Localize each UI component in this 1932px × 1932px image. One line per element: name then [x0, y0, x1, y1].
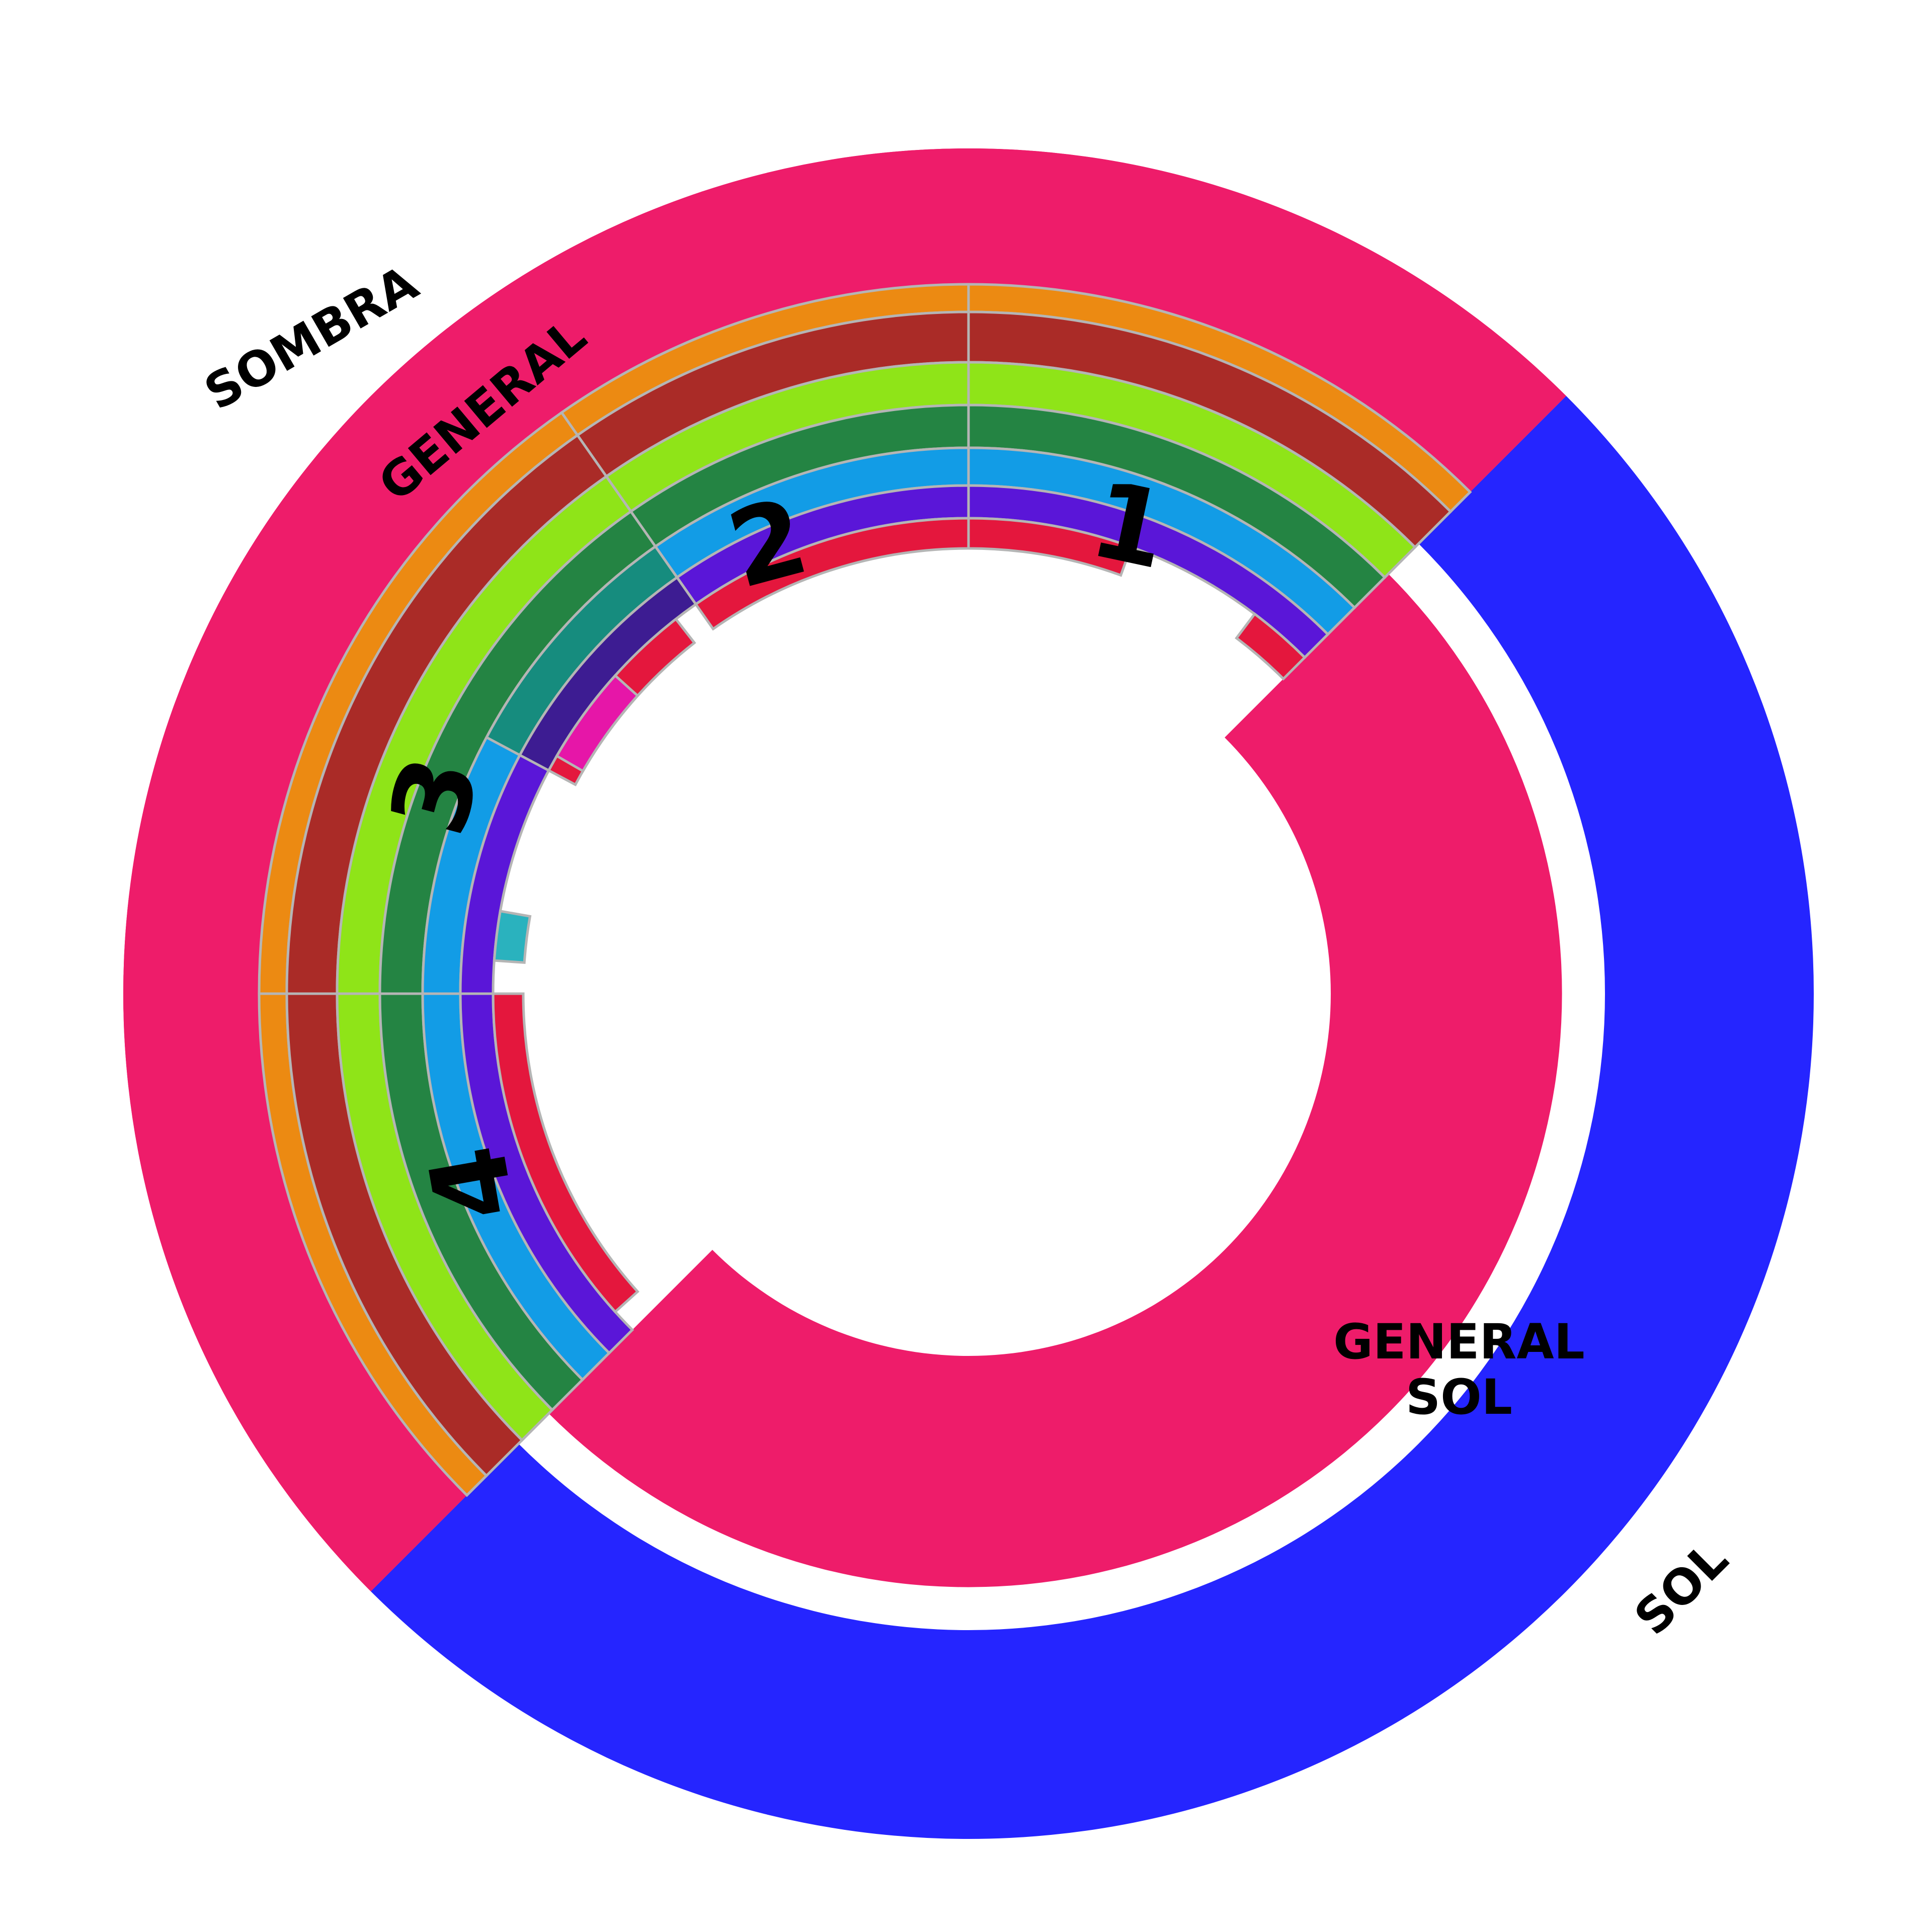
rows-layer — [258, 283, 1472, 1497]
section-1-row-red-fragment[interactable] — [1235, 612, 1307, 681]
section-3-row-magenta[interactable] — [555, 674, 639, 773]
section-4-row-red[interactable] — [492, 992, 639, 1314]
section-3-row-cyan[interactable] — [493, 910, 532, 964]
zone-label-sol: SOL — [1624, 1531, 1739, 1646]
arena-center — [606, 631, 1331, 1356]
zone-sombra[interactable] — [371, 396, 1814, 1839]
general-sol-area[interactable] — [548, 574, 1562, 1587]
general-sol-label-line1: GENERAL — [1333, 1314, 1585, 1370]
general-sol-label-line2: SOL — [1406, 1369, 1512, 1425]
section-1-row-red[interactable] — [967, 517, 1133, 577]
section-2-row-red[interactable] — [694, 517, 970, 631]
